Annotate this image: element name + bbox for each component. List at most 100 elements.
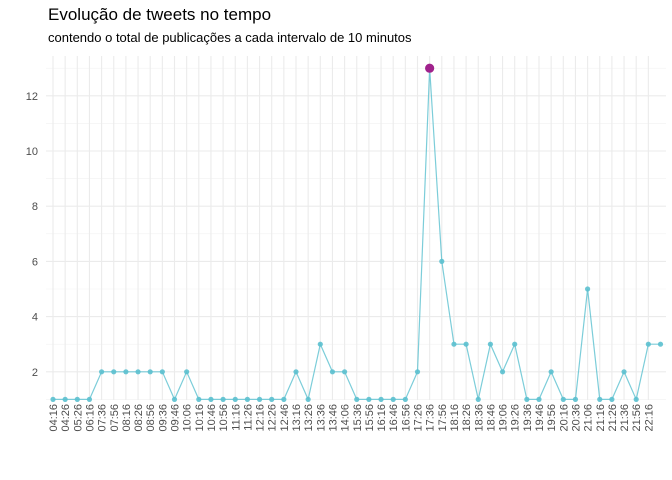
- x-tick-label: 11:16: [230, 404, 242, 431]
- x-tick-label: 21:56: [631, 404, 643, 432]
- x-tick-label: 18:26: [461, 404, 473, 432]
- x-tick-label: 19:06: [498, 404, 510, 432]
- minor-gridlines: [46, 68, 666, 399]
- data-point: [403, 397, 408, 402]
- data-point: [488, 342, 493, 347]
- x-tick-label: 16:16: [376, 404, 388, 432]
- x-tick-label: 21:06: [583, 404, 595, 432]
- data-point: [549, 369, 554, 374]
- data-point: [269, 397, 274, 402]
- x-tick-label: 08:16: [121, 404, 133, 432]
- x-tick-label: 15:56: [364, 404, 376, 432]
- x-tick-label: 04:26: [60, 404, 72, 432]
- x-tick-label: 20:16: [558, 404, 570, 432]
- x-tick-label: 08:26: [133, 404, 145, 432]
- x-tick-label: 17:26: [413, 404, 425, 432]
- data-point: [148, 369, 153, 374]
- y-tick-label: 2: [32, 367, 38, 379]
- major-gridlines: [46, 56, 666, 400]
- x-tick-label: 10:06: [182, 404, 194, 432]
- data-point: [63, 397, 68, 402]
- x-tick-label: 13:36: [315, 404, 327, 432]
- data-point: [123, 369, 128, 374]
- x-tick-label: 10:56: [218, 404, 230, 432]
- y-tick-label: 12: [26, 91, 38, 103]
- x-tick-label: 09:36: [157, 404, 169, 432]
- data-point: [330, 369, 335, 374]
- x-tick-label: 21:36: [619, 404, 631, 432]
- x-axis-tick-labels: 04:16 04:26 05:26 06:16 07:36 07:56 08:16 08:26…: [48, 404, 655, 432]
- data-point: [281, 397, 286, 402]
- data-point: [658, 342, 663, 347]
- data-point: [318, 342, 323, 347]
- data-point: [634, 397, 639, 402]
- y-tick-label: 10: [26, 146, 38, 158]
- x-tick-label: 12:26: [267, 404, 279, 432]
- x-tick-label: 07:36: [97, 404, 109, 432]
- data-point: [99, 369, 104, 374]
- x-tick-label: 10:46: [206, 404, 218, 432]
- data-point: [391, 397, 396, 402]
- data-point: [597, 397, 602, 402]
- x-tick-label: 09:46: [170, 404, 182, 432]
- x-tick-label: 17:36: [425, 404, 437, 432]
- x-tick-label: 19:56: [546, 404, 558, 432]
- x-tick-label: 20:36: [570, 404, 582, 432]
- x-tick-label: 11:26: [242, 404, 254, 431]
- x-tick-label: 21:16: [595, 404, 607, 432]
- y-tick-label: 4: [32, 312, 38, 324]
- data-point: [342, 369, 347, 374]
- x-tick-label: 22:16: [643, 404, 655, 432]
- x-tick-label: 07:56: [109, 404, 121, 432]
- data-point: [366, 397, 371, 402]
- data-point: [50, 397, 55, 402]
- data-point: [75, 397, 80, 402]
- data-point: [233, 397, 238, 402]
- data-point: [245, 397, 250, 402]
- data-point: [524, 397, 529, 402]
- data-point: [646, 342, 651, 347]
- data-point: [293, 369, 298, 374]
- data-point: [196, 397, 201, 402]
- data-point: [500, 369, 505, 374]
- x-tick-label: 13:46: [327, 404, 339, 432]
- highlight-point: [425, 64, 434, 73]
- x-tick-label: 05:26: [72, 404, 84, 432]
- data-point: [464, 342, 469, 347]
- x-tick-label: 18:46: [485, 404, 497, 432]
- data-point: [561, 397, 566, 402]
- x-tick-label: 19:36: [522, 404, 534, 432]
- y-tick-label: 6: [32, 256, 38, 268]
- data-point: [135, 369, 140, 374]
- x-tick-label: 14:06: [340, 404, 352, 432]
- x-tick-label: 10:16: [194, 404, 206, 432]
- data-point: [609, 397, 614, 402]
- data-point: [415, 369, 420, 374]
- data-point: [585, 286, 590, 291]
- y-tick-label: 8: [32, 201, 38, 213]
- x-tick-label: 12:16: [255, 404, 267, 432]
- data-point: [257, 397, 262, 402]
- data-point: [184, 369, 189, 374]
- data-point: [306, 397, 311, 402]
- data-point: [512, 342, 517, 347]
- x-tick-label: 16:56: [400, 404, 412, 432]
- x-tick-label: 21:26: [607, 404, 619, 432]
- x-tick-label: 08:56: [145, 404, 157, 432]
- data-point: [621, 369, 626, 374]
- data-point: [221, 397, 226, 402]
- x-tick-label: 15:36: [352, 404, 364, 432]
- x-tick-label: 18:16: [449, 404, 461, 432]
- data-point: [111, 369, 116, 374]
- data-point: [451, 342, 456, 347]
- data-point: [160, 369, 165, 374]
- y-axis-tick-labels: 2 4 6 8 10 12: [26, 91, 38, 379]
- data-point: [87, 397, 92, 402]
- x-tick-label: 16:46: [388, 404, 400, 432]
- x-tick-label: 18:36: [473, 404, 485, 432]
- data-point: [573, 397, 578, 402]
- data-point: [378, 397, 383, 402]
- data-point: [208, 397, 213, 402]
- data-point: [476, 397, 481, 402]
